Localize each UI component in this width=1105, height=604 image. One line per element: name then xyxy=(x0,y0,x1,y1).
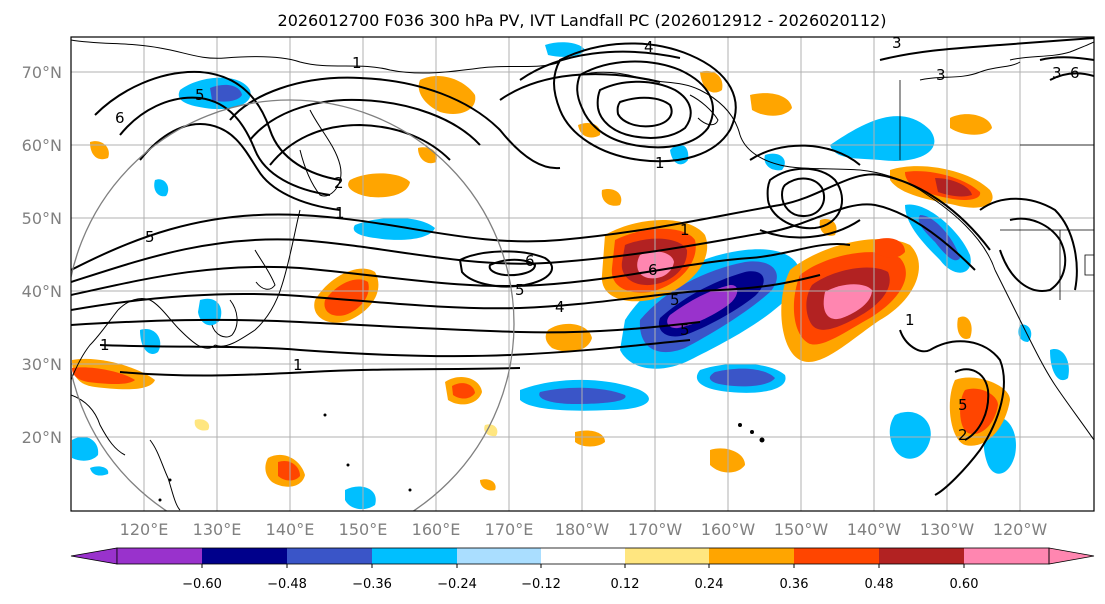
colorbar-tick-label: 0.60 xyxy=(950,577,979,592)
colorbar-segment xyxy=(117,548,202,564)
contour-label: 1 xyxy=(335,204,345,222)
lat-label: 70°N xyxy=(22,63,62,82)
lat-label: 30°N xyxy=(22,355,62,374)
colorbar-segment xyxy=(287,548,372,564)
colorbar-segment xyxy=(794,548,879,564)
gridlines xyxy=(71,37,1094,511)
contour-label: 1 xyxy=(100,336,110,354)
lon-label: 140°W xyxy=(847,520,902,539)
colorbar-segment xyxy=(372,548,457,564)
colorbar-segment xyxy=(625,548,709,564)
colorbar-tick-label: 0.12 xyxy=(611,577,640,592)
contour-label: 5 xyxy=(670,291,680,309)
colorbar-tick-label: −0.24 xyxy=(437,577,477,592)
contour-label: 6 xyxy=(115,109,125,127)
pv-contours xyxy=(71,37,1094,496)
lon-label: 130°W xyxy=(920,520,975,539)
colorbar-segment xyxy=(541,548,625,564)
lon-label: 170°W xyxy=(628,520,683,539)
lon-label: 180°W xyxy=(555,520,610,539)
lon-label: 150°E xyxy=(339,520,388,539)
lon-label: 120°E xyxy=(120,520,169,539)
lon-label: 150°W xyxy=(774,520,829,539)
contour-label: 5 xyxy=(195,86,205,104)
neg-anomaly-alaska xyxy=(830,116,935,161)
colorbar-tick-label: −0.36 xyxy=(352,577,392,592)
contour-label: 4 xyxy=(644,38,654,56)
lat-label: 60°N xyxy=(22,136,62,155)
longitude-labels: 120°E 130°E 140°E 150°E 160°E 170°E 180°… xyxy=(120,520,1048,539)
map-area: 1 1 1 1 1 1 1 2 2 3 3 3 4 4 5 5 5 5 5 5 … xyxy=(71,34,1094,511)
lon-label: 130°E xyxy=(193,520,242,539)
contour-label: 6 xyxy=(648,261,658,279)
colorbar: −0.60 −0.48 −0.36 −0.24 −0.12 0.12 0.24 … xyxy=(70,547,1095,592)
contour-label: 3 xyxy=(892,34,902,52)
contour-label: 1 xyxy=(293,356,303,374)
colorbar-frame xyxy=(116,547,1050,565)
lon-label: 140°E xyxy=(266,520,315,539)
contour-label: 1 xyxy=(352,54,362,72)
contour-label: 2 xyxy=(958,426,968,444)
contour-label: 6 xyxy=(525,252,535,270)
latitude-labels: 70°N 60°N 50°N 40°N 30°N 20°N xyxy=(22,63,62,447)
colorbar-segment xyxy=(879,548,964,564)
shading-layer xyxy=(72,42,1069,510)
colorbar-tick-label: −0.12 xyxy=(521,577,561,592)
islands xyxy=(158,413,765,502)
lat-label: 50°N xyxy=(22,209,62,228)
contour-label: 3 xyxy=(936,66,946,84)
colorbar-tick-label: 0.24 xyxy=(695,577,724,592)
colorbar-tick-label: 0.48 xyxy=(865,577,894,592)
contour-label: 1 xyxy=(655,154,665,172)
contour-label: 2 xyxy=(334,174,344,192)
colorbar-segment xyxy=(709,548,794,564)
contour-label-layer: 1 1 1 1 1 1 1 2 2 3 3 3 4 4 5 5 5 5 5 5 … xyxy=(100,34,1080,444)
contour-label: 5 xyxy=(958,396,968,414)
colorbar-segment xyxy=(457,548,541,564)
region-ring xyxy=(71,99,515,511)
colorbar-segment xyxy=(202,548,287,564)
figure-title: 2026012700 F036 300 hPa PV, IVT Landfall… xyxy=(278,11,887,30)
lon-label: 170°E xyxy=(485,520,534,539)
contour-label: 5 xyxy=(680,321,690,339)
colorbar-tick-label: −0.48 xyxy=(267,577,307,592)
contour-label: 1 xyxy=(905,311,915,329)
lon-label: 160°E xyxy=(412,520,461,539)
contour-label: 5 xyxy=(515,281,525,299)
colorbar-tick-label: 0.36 xyxy=(780,577,809,592)
colorbar-tick-label: −0.60 xyxy=(182,577,222,592)
map-frame xyxy=(70,36,1095,512)
colorbar-segment xyxy=(964,548,1049,564)
contour-label: 1 xyxy=(680,221,690,239)
contour-label: 5 xyxy=(145,228,155,246)
colorbar-extend-high xyxy=(1048,547,1095,565)
lat-label: 20°N xyxy=(22,428,62,447)
lon-label: 160°W xyxy=(701,520,756,539)
contour-label: 6 xyxy=(1070,64,1080,82)
lat-label: 40°N xyxy=(22,282,62,301)
lon-label: 120°W xyxy=(993,520,1048,539)
colorbar-extend-low xyxy=(70,547,118,565)
contour-label: 4 xyxy=(555,298,565,316)
contour-label: 3 xyxy=(1052,64,1062,82)
